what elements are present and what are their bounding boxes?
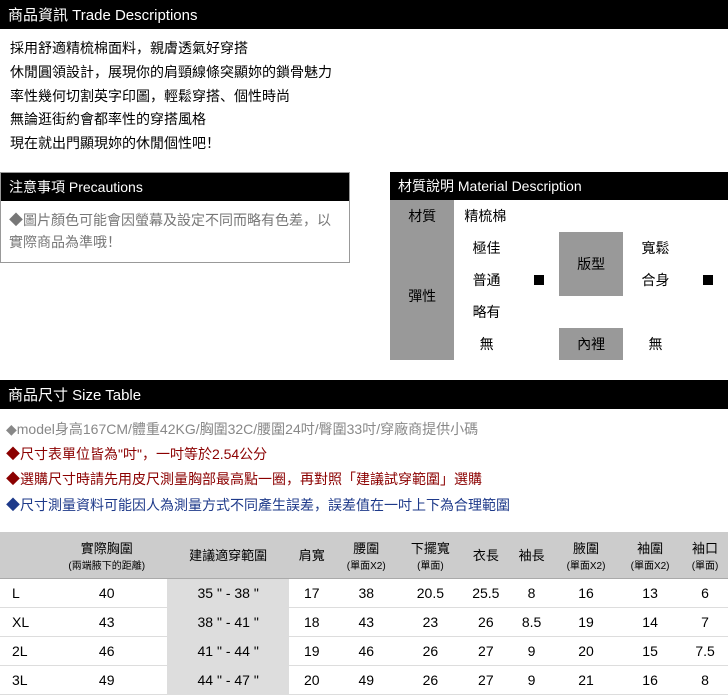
size-cell: L bbox=[0, 578, 46, 607]
size-cell: 21 bbox=[554, 665, 618, 694]
size-cell: 41 " - 44 " bbox=[167, 636, 289, 665]
size-col-header: 袖口(單面) bbox=[682, 532, 728, 579]
size-table-header: 商品尺寸 Size Table bbox=[0, 380, 728, 409]
size-cell: 7 bbox=[682, 607, 728, 636]
size-table-head-row: 實際胸圍(兩端腋下的距離)建議適穿範圍肩寬腰圍(單面X2)下擺寬(單面)衣長袖長… bbox=[0, 532, 728, 579]
size-cell: 19 bbox=[554, 607, 618, 636]
size-cell: 40 bbox=[46, 578, 166, 607]
size-cell: XL bbox=[0, 607, 46, 636]
material-label: 材質 bbox=[390, 200, 454, 232]
size-cell: 43 bbox=[46, 607, 166, 636]
size-cell: 25.5 bbox=[463, 578, 510, 607]
size-cell: 20.5 bbox=[398, 578, 462, 607]
fit-opt-1: 合身 bbox=[623, 264, 687, 296]
size-cell: 20 bbox=[289, 665, 334, 694]
elastic-opt-1: 普通 bbox=[454, 264, 518, 296]
size-cell: 38 bbox=[334, 578, 398, 607]
precautions-box: 注意事項 Precautions ◆圖片顏色可能會因螢幕及設定不同而略有色差，以… bbox=[0, 172, 350, 263]
precautions-header: 注意事項 Precautions bbox=[1, 173, 349, 201]
size-cell: 9 bbox=[509, 665, 554, 694]
size-col-header: 袖圍(單面X2) bbox=[618, 532, 682, 579]
size-cell: 46 bbox=[46, 636, 166, 665]
size-col-header: 衣長 bbox=[463, 532, 510, 579]
trade-descriptions-header: 商品資訊 Trade Descriptions bbox=[0, 0, 728, 29]
size-cell: 18 bbox=[289, 607, 334, 636]
size-row: 2L4641 " - 44 "19462627920157.5 bbox=[0, 636, 728, 665]
size-cell: 20 bbox=[554, 636, 618, 665]
size-cell: 17 bbox=[289, 578, 334, 607]
size-note: ◆尺寸表單位皆為"吋"，一吋等於2.54公分 bbox=[6, 442, 722, 467]
precautions-body: ◆圖片顏色可能會因螢幕及設定不同而略有色差，以實際商品為準哦！ bbox=[1, 201, 349, 262]
size-cell: 27 bbox=[463, 636, 510, 665]
fit-label: 版型 bbox=[559, 232, 623, 296]
size-cell: 3L bbox=[0, 665, 46, 694]
elastic-label: 彈性 bbox=[390, 232, 454, 360]
elastic-opt-3: 無 bbox=[454, 328, 518, 360]
size-col-header: 肩寬 bbox=[289, 532, 334, 579]
size-cell: 35 " - 38 " bbox=[167, 578, 289, 607]
precautions-material-row: 注意事項 Precautions ◆圖片顏色可能會因螢幕及設定不同而略有色差，以… bbox=[0, 172, 728, 380]
size-cell: 7.5 bbox=[682, 636, 728, 665]
size-cell: 23 bbox=[398, 607, 462, 636]
size-cell: 44 " - 47 " bbox=[167, 665, 289, 694]
size-cell: 38 " - 41 " bbox=[167, 607, 289, 636]
size-col-header: 腋圍(單面X2) bbox=[554, 532, 618, 579]
elastic-opt-2: 略有 bbox=[454, 296, 518, 328]
material-value: 精梳棉 bbox=[454, 200, 687, 232]
lining-label: 內裡 bbox=[559, 328, 623, 360]
size-cell: 49 bbox=[334, 665, 398, 694]
size-cell: 13 bbox=[618, 578, 682, 607]
size-row: L4035 " - 38 "173820.525.5816136 bbox=[0, 578, 728, 607]
fit-selected-mark bbox=[688, 264, 728, 296]
size-cell: 19 bbox=[289, 636, 334, 665]
size-notes: ◆model身高167CM/體重42KG/胸圍32C/腰圍24吋/臀圍33吋/穿… bbox=[0, 409, 728, 526]
trade-line: 現在就出門顯現妳的休閒個性吧！ bbox=[10, 132, 718, 156]
size-cell: 8 bbox=[509, 578, 554, 607]
size-col-header: 下擺寬(單面) bbox=[398, 532, 462, 579]
size-cell: 16 bbox=[554, 578, 618, 607]
size-col-header: 腰圍(單面X2) bbox=[334, 532, 398, 579]
material-table: 材質 精梳棉 彈性 極佳 版型 寬鬆 普通 合身 略有 bbox=[390, 200, 728, 360]
size-col-header: 袖長 bbox=[509, 532, 554, 579]
fit-opt-0: 寬鬆 bbox=[623, 232, 687, 264]
trade-line: 率性幾何切割英字印圖，輕鬆穿搭、個性時尚 bbox=[10, 85, 718, 109]
size-col-header: 建議適穿範圍 bbox=[167, 532, 289, 579]
lining-value: 無 bbox=[623, 328, 687, 360]
size-cell: 26 bbox=[398, 636, 462, 665]
size-cell: 14 bbox=[618, 607, 682, 636]
trade-line: 休閒圓領設計，展現你的肩頸線條突顯妳的鎖骨魅力 bbox=[10, 61, 718, 85]
size-cell: 15 bbox=[618, 636, 682, 665]
size-table-body: L4035 " - 38 "173820.525.5816136XL4338 "… bbox=[0, 578, 728, 694]
trade-line: 無論逛街約會都率性的穿搭風格 bbox=[10, 108, 718, 132]
trade-line: 採用舒適精梳棉面料，親膚透氣好穿搭 bbox=[10, 37, 718, 61]
size-cell: 43 bbox=[334, 607, 398, 636]
size-cell: 27 bbox=[463, 665, 510, 694]
size-row: 3L4944 " - 47 "20492627921168 bbox=[0, 665, 728, 694]
trade-descriptions-body: 採用舒適精梳棉面料，親膚透氣好穿搭休閒圓領設計，展現你的肩頸線條突顯妳的鎖骨魅力… bbox=[0, 29, 728, 172]
size-note: ◆尺寸測量資料可能因人為測量方式不同產生誤差，誤差值在一吋上下為合理範圍 bbox=[6, 493, 722, 518]
elastic-opt-0: 極佳 bbox=[454, 232, 518, 264]
size-cell: 2L bbox=[0, 636, 46, 665]
size-cell: 9 bbox=[509, 636, 554, 665]
size-note: ◆model身高167CM/體重42KG/胸圍32C/腰圍24吋/臀圍33吋/穿… bbox=[6, 417, 722, 442]
material-header: 材質說明 Material Description bbox=[390, 172, 728, 200]
size-cell: 26 bbox=[463, 607, 510, 636]
material-box: 材質說明 Material Description 材質 精梳棉 彈性 極佳 版… bbox=[390, 172, 728, 360]
size-cell: 8.5 bbox=[509, 607, 554, 636]
size-row: XL4338 " - 41 "184323268.519147 bbox=[0, 607, 728, 636]
size-col-header bbox=[0, 532, 46, 579]
size-cell: 6 bbox=[682, 578, 728, 607]
size-cell: 49 bbox=[46, 665, 166, 694]
size-note: ◆選購尺寸時請先用皮尺測量胸部最高點一圈，再對照「建議試穿範圍」選購 bbox=[6, 467, 722, 492]
size-cell: 46 bbox=[334, 636, 398, 665]
size-cell: 26 bbox=[398, 665, 462, 694]
size-cell: 16 bbox=[618, 665, 682, 694]
size-col-header: 實際胸圍(兩端腋下的距離) bbox=[46, 532, 166, 579]
elastic-selected-mark bbox=[519, 264, 559, 296]
size-cell: 8 bbox=[682, 665, 728, 694]
size-table: 實際胸圍(兩端腋下的距離)建議適穿範圍肩寬腰圍(單面X2)下擺寬(單面)衣長袖長… bbox=[0, 532, 728, 695]
